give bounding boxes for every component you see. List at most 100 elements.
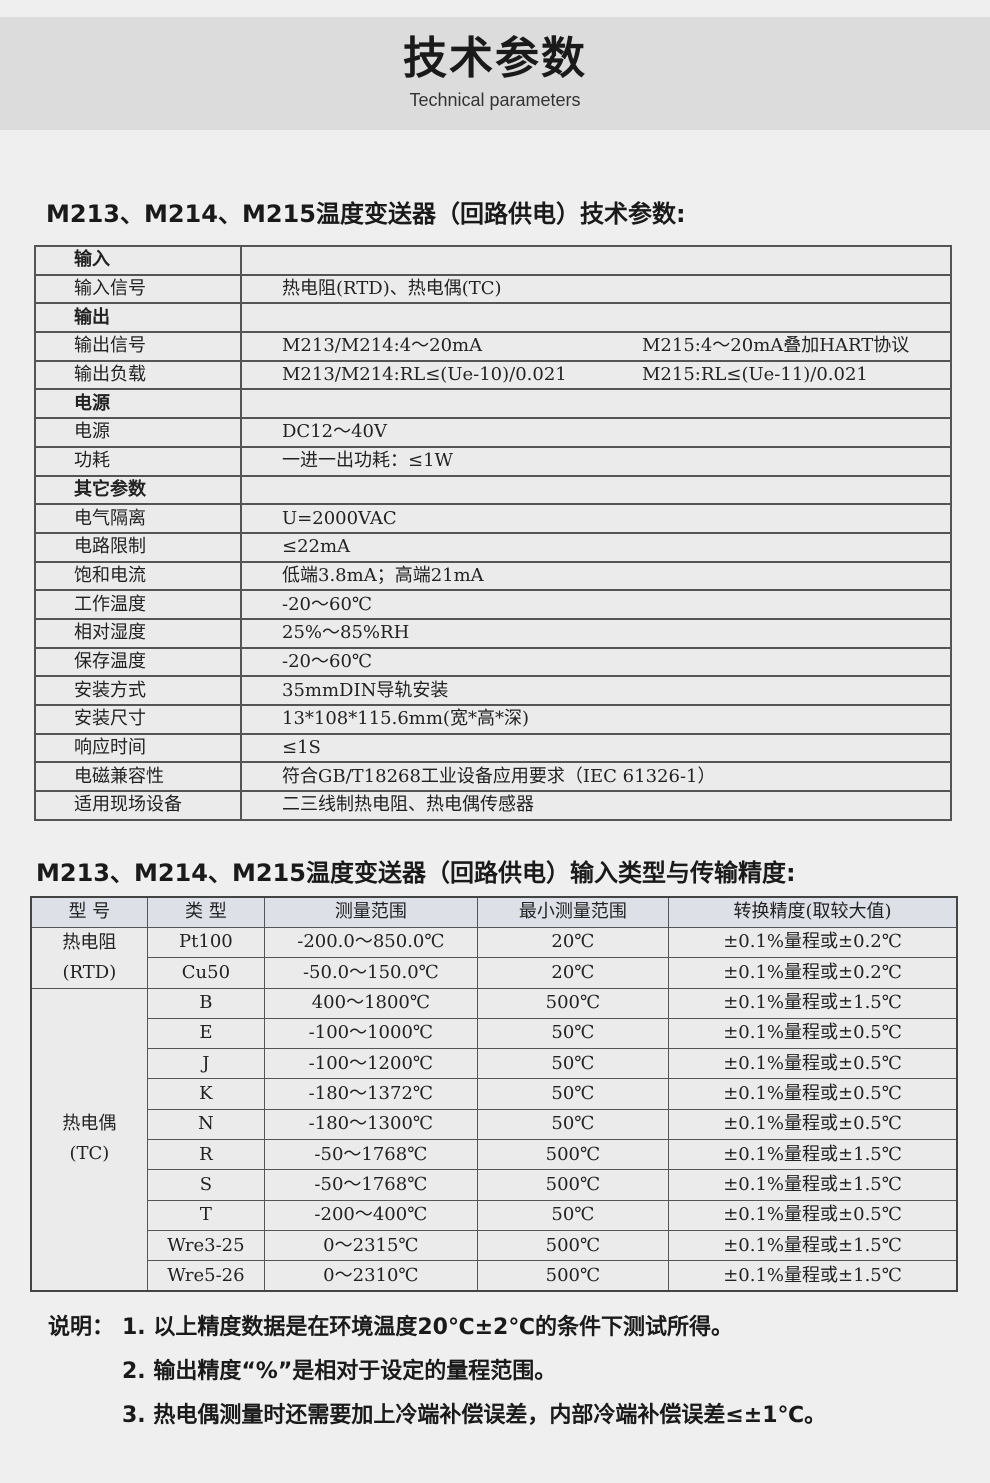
param-label: 电源: [34, 417, 242, 448]
table-row: 安装尺寸 13*108*115.6mm(宽*高*深): [34, 704, 952, 735]
param-value: 热电阻(RTD)、热电偶(TC): [240, 273, 952, 305]
measure-range: 0～2310℃: [264, 1260, 478, 1292]
note-line: 3. 热电偶测量时还需要加上冷端补偿误差，内部冷端补偿误差≤±1℃。: [48, 1394, 990, 1438]
param-label: 输出: [34, 302, 242, 334]
model-abbr: (TC): [69, 1143, 110, 1165]
param-value-text: -20～60℃: [282, 593, 373, 615]
accuracy: ±0.1%量程或±0.5℃: [668, 1108, 958, 1141]
note-item: 2. 输出精度“%”是相对于设定的量程范围。: [122, 1359, 557, 1385]
table-row: Cu50 -50.0～150.0℃ 20℃ ±0.1%量程或±0.2℃: [31, 957, 958, 989]
param-label: 安装方式: [34, 675, 242, 706]
param-value: U=2000VAC: [240, 503, 952, 534]
accuracy-heading: M213、M214、M215温度变送器（回路供电）输入类型与传输精度:: [36, 858, 796, 887]
param-value-text: 35mmDIN导轨安装: [282, 679, 449, 701]
notes-label: 说明：: [48, 1315, 115, 1341]
param-value-secondary: M215:4～20mA叠加HART协议: [642, 335, 910, 357]
model-cell: 热电阻 (RTD): [30, 926, 148, 989]
measure-range: -200.0～850.0℃: [264, 926, 478, 959]
param-label: 功耗: [34, 445, 242, 477]
accuracy: ±0.1%量程或±1.5℃: [668, 1139, 958, 1171]
sensor-type: Cu50: [146, 957, 266, 989]
model-name: 热电阻: [62, 931, 117, 953]
table-row: 安装方式 35mmDIN导轨安装: [34, 675, 952, 706]
sensor-type: E: [146, 1017, 266, 1050]
min-range: 50℃: [476, 1078, 670, 1110]
param-value: [240, 388, 952, 420]
section-row: 输出: [34, 302, 952, 334]
measure-range: -100～1200℃: [264, 1048, 478, 1080]
table-row: 适用现场设备 二三线制热电阻、热电偶传感器: [34, 790, 952, 821]
param-value: [240, 302, 952, 334]
table-row: 电路限制 ≤22mA: [34, 531, 952, 563]
min-range: 500℃: [476, 987, 670, 1019]
table-row: Wre5-26 0～2310℃ 500℃ ±0.1%量程或±1.5℃: [31, 1260, 958, 1292]
accuracy: ±0.1%量程或±1.5℃: [668, 1169, 958, 1201]
param-value-text: ≤22mA: [282, 536, 351, 558]
min-range: 50℃: [476, 1017, 670, 1050]
param-value-text: 13*108*115.6mm(宽*高*深): [282, 708, 529, 730]
param-value: M213/M214:4～20mA M215:4～20mA叠加HART协议: [240, 331, 952, 362]
param-value: DC12～40V: [240, 417, 952, 448]
accuracy: ±0.1%量程或±0.2℃: [668, 957, 958, 989]
table-row: 输出信号 M213/M214:4～20mA M215:4～20mA叠加HART协议: [34, 331, 952, 362]
model-abbr: (RTD): [62, 961, 117, 983]
column-header: 型 号: [30, 896, 148, 928]
param-label: 输入: [34, 245, 242, 276]
param-value: [240, 474, 952, 506]
sensor-type: Wre5-26: [146, 1260, 266, 1292]
section-row: 电源: [34, 388, 952, 420]
param-value-text: M213/M214:RL≤(Ue-10)/0.021: [282, 364, 567, 386]
column-header: 最小测量范围: [476, 896, 670, 928]
accuracy: ±0.1%量程或±0.2℃: [668, 926, 958, 959]
spec-heading: M213、M214、M215温度变送器（回路供电）技术参数:: [46, 200, 686, 228]
accuracy: ±0.1%量程或±0.5℃: [668, 1078, 958, 1110]
table-row: S -50～1768℃ 500℃ ±0.1%量程或±1.5℃: [31, 1169, 958, 1201]
param-value-text: DC12～40V: [282, 421, 388, 443]
model-name: 热电偶: [62, 1113, 117, 1135]
table-row: 电磁兼容性 符合GB/T18268工业设备应用要求（IEC 61326-1）: [34, 761, 952, 793]
measure-range: -200～400℃: [264, 1199, 478, 1231]
table-row: 输入信号 热电阻(RTD)、热电偶(TC): [34, 273, 952, 305]
param-value-text: M213/M214:4～20mA: [282, 335, 483, 357]
page-title: 技术参数: [403, 33, 587, 84]
sensor-type: Wre3-25: [146, 1229, 266, 1262]
table-row: E -100～1000℃ 50℃ ±0.1%量程或±0.5℃: [31, 1017, 958, 1050]
param-value-text: 热电阻(RTD)、热电偶(TC): [282, 278, 502, 300]
table-row: 电源 DC12～40V: [34, 417, 952, 448]
measure-range: -50.0～150.0℃: [264, 957, 478, 989]
accuracy: ±0.1%量程或±1.5℃: [668, 987, 958, 1019]
sensor-type: S: [146, 1169, 266, 1201]
header-band: 技术参数 Technical parameters: [0, 17, 990, 130]
param-value-text: ≤1S: [282, 737, 321, 759]
note-line: 2. 输出精度“%”是相对于设定的量程范围。: [48, 1350, 990, 1394]
table-row: R -50～1768℃ 500℃ ±0.1%量程或±1.5℃: [31, 1139, 958, 1171]
param-label: 其它参数: [34, 474, 242, 506]
param-label: 输出信号: [34, 331, 242, 362]
column-header: 转换精度(取较大值): [668, 896, 958, 928]
param-value: -20～60℃: [240, 646, 952, 678]
param-value: [240, 245, 952, 276]
measure-range: 400～1800℃: [264, 987, 478, 1019]
param-value-text: 符合GB/T18268工业设备应用要求（IEC 61326-1）: [282, 765, 716, 787]
notes: 说明： 1. 以上精度数据是在环境温度20℃±2℃的条件下测试所得。 2. 输出…: [48, 1306, 990, 1438]
param-value: 符合GB/T18268工业设备应用要求（IEC 61326-1）: [240, 761, 952, 793]
note-line: 说明： 1. 以上精度数据是在环境温度20℃±2℃的条件下测试所得。: [48, 1306, 990, 1350]
param-value: 低端3.8mA；高端21mA: [240, 560, 952, 592]
sensor-type: N: [146, 1108, 266, 1141]
table-row: Wre3-25 0～2315℃ 500℃ ±0.1%量程或±1.5℃: [31, 1229, 958, 1262]
section-row: 输入: [34, 245, 952, 276]
min-range: 500℃: [476, 1139, 670, 1171]
param-value: 一进一出功耗：≤1W: [240, 445, 952, 477]
param-label: 安装尺寸: [34, 704, 242, 735]
table-row: J -100～1200℃ 50℃ ±0.1%量程或±0.5℃: [31, 1048, 958, 1080]
table-row: N -180～1300℃ 50℃ ±0.1%量程或±0.5℃: [31, 1108, 958, 1141]
note-indent: [48, 1394, 122, 1438]
table-row: 功耗 一进一出功耗：≤1W: [34, 445, 952, 477]
table-row: 相对湿度 25%～85%RH: [34, 617, 952, 649]
param-label: 电气隔离: [34, 503, 242, 534]
note-item: 3. 热电偶测量时还需要加上冷端补偿误差，内部冷端补偿误差≤±1℃。: [122, 1403, 827, 1429]
measure-range: -180～1372℃: [264, 1078, 478, 1110]
table-row: K -180～1372℃ 50℃ ±0.1%量程或±0.5℃: [31, 1078, 958, 1110]
param-label: 适用现场设备: [34, 790, 242, 821]
param-label: 保存温度: [34, 646, 242, 678]
